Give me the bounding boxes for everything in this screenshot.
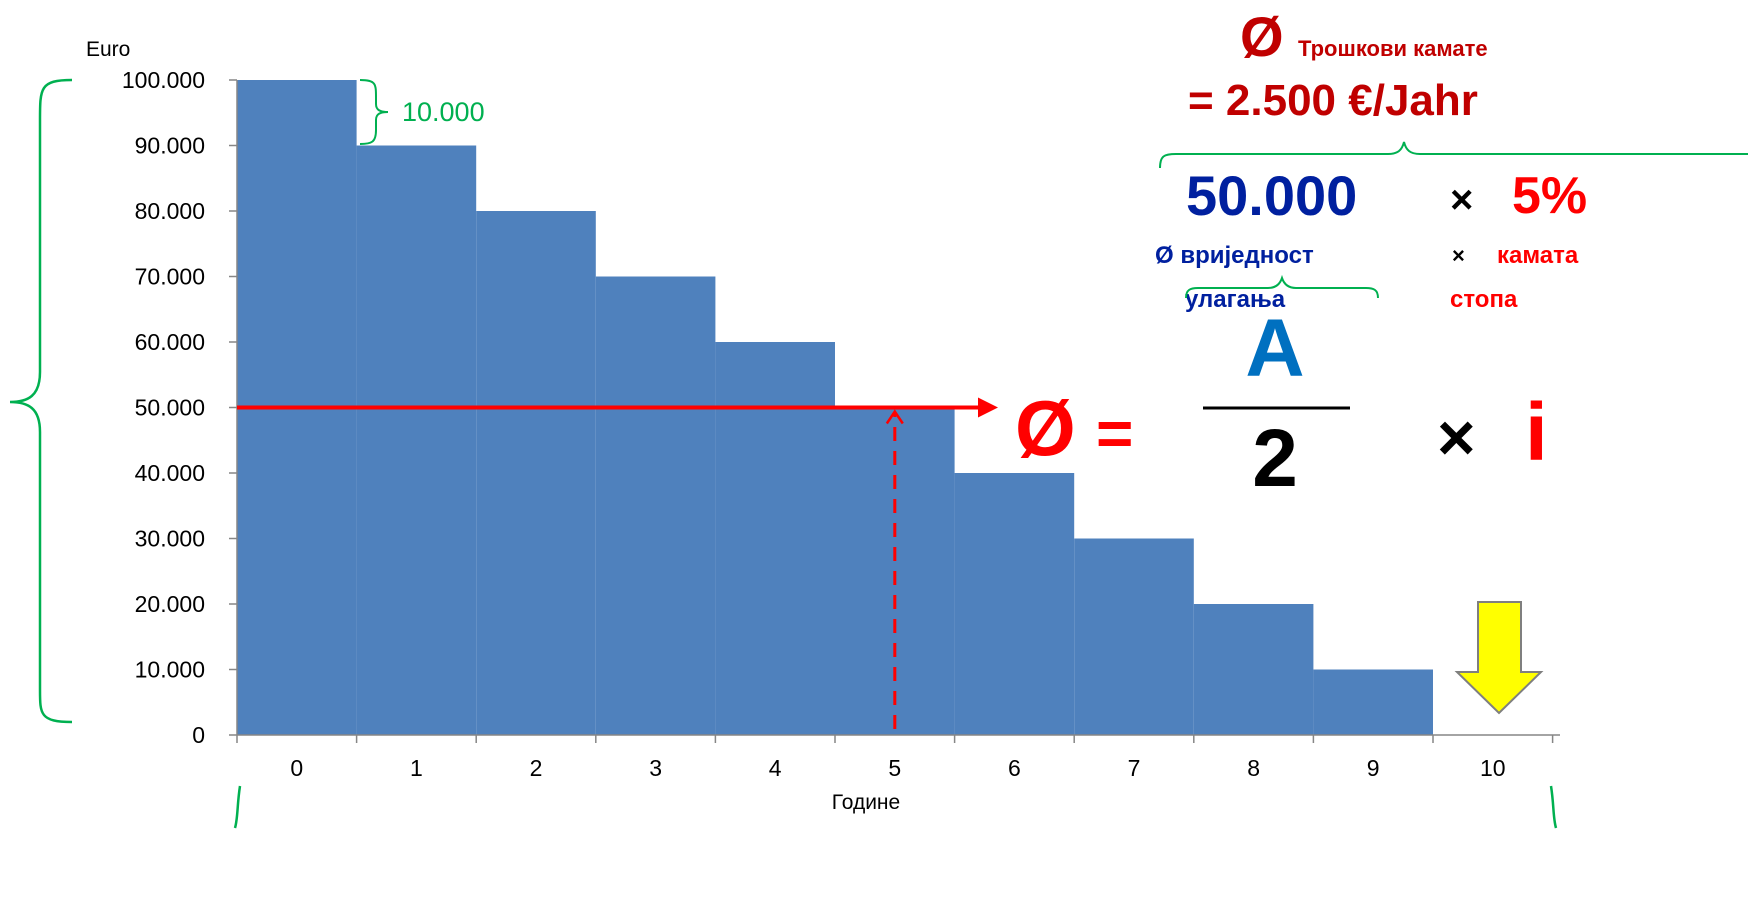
y-tick-label: 0 <box>192 722 205 748</box>
x-axis-title: Године <box>832 791 900 814</box>
cost-result: = 2.500 €/Jahr <box>1188 76 1478 125</box>
bar-year-1 <box>356 145 477 735</box>
avg-value-label: 50.000 <box>1186 164 1357 227</box>
cost-title: Трошкови камате <box>1298 36 1488 61</box>
y-tick-label: 100.000 <box>122 67 205 93</box>
end-of-life-arrow-icon <box>1454 601 1544 715</box>
x-ticks-group: 0 1 2 3 4 5 6 7 8 9 10 <box>236 735 1554 781</box>
caption-brace <box>1185 274 1379 299</box>
formula-numerator: A <box>1245 303 1304 394</box>
bars-group <box>237 80 1433 735</box>
formula-rate-symbol: i <box>1525 387 1548 478</box>
bar-year-4 <box>715 342 835 735</box>
bar-year-6 <box>954 473 1075 735</box>
y-tick-label: 90.000 <box>135 133 205 159</box>
y-tick-label: 70.000 <box>135 264 205 290</box>
x-tick-label: 10 <box>1480 755 1506 781</box>
step-label: 10.000 <box>402 97 485 127</box>
x-tick-label: 1 <box>410 755 423 781</box>
bar-year-3 <box>595 276 716 735</box>
avg-value-caption-1: Ø вриједност <box>1155 242 1314 269</box>
formula-times: × <box>1437 400 1476 474</box>
y-tick-label: 20.000 <box>135 591 205 617</box>
cost-brace <box>1159 141 1748 169</box>
y-tick-label: 60.000 <box>135 329 205 355</box>
x-tick-label: 8 <box>1247 755 1260 781</box>
y-tick-label: 80.000 <box>135 198 205 224</box>
rate-caption-2: стопа <box>1450 286 1518 313</box>
bar-year-7 <box>1074 538 1194 735</box>
avg-symbol: Ø <box>1015 384 1076 472</box>
bar-year-9 <box>1313 669 1433 735</box>
y-axis-title: Euro <box>86 38 130 61</box>
avg-equals: = <box>1096 397 1133 469</box>
y-tick-label: 40.000 <box>135 460 205 486</box>
bar-year-8 <box>1193 604 1314 735</box>
cost-symbol: Ø <box>1240 5 1284 68</box>
x-tick-label: 2 <box>530 755 543 781</box>
left-total-brace <box>9 78 73 724</box>
rate-value: 5% <box>1512 167 1587 225</box>
avg-value-caption-2: улагања <box>1185 286 1286 313</box>
rate-caption-1: камата <box>1497 242 1579 269</box>
x-tick-label: 7 <box>1128 755 1141 781</box>
average-year-arrowhead <box>885 409 904 425</box>
x-tick-label: 0 <box>290 755 303 781</box>
x-tick-label: 4 <box>769 755 782 781</box>
x-tick-label: 9 <box>1367 755 1380 781</box>
bottom-years-bracket <box>233 785 1558 829</box>
step-brace <box>359 79 389 145</box>
x-tick-label: 6 <box>1008 755 1021 781</box>
rate-times: × <box>1450 178 1473 222</box>
y-tick-label: 30.000 <box>135 526 205 552</box>
y-ticks-group: 0 10.000 20.000 30.000 40.000 50.000 60.000 70.… <box>122 67 237 748</box>
bar-year-2 <box>476 211 596 735</box>
x-tick-label: 5 <box>888 755 901 781</box>
average-arrowhead <box>978 397 998 418</box>
formula-denominator: 2 <box>1252 413 1298 504</box>
y-tick-label: 50.000 <box>135 395 205 421</box>
y-tick-label: 10.000 <box>135 657 205 683</box>
rate-caption-times: × <box>1452 243 1465 268</box>
x-tick-label: 3 <box>649 755 662 781</box>
